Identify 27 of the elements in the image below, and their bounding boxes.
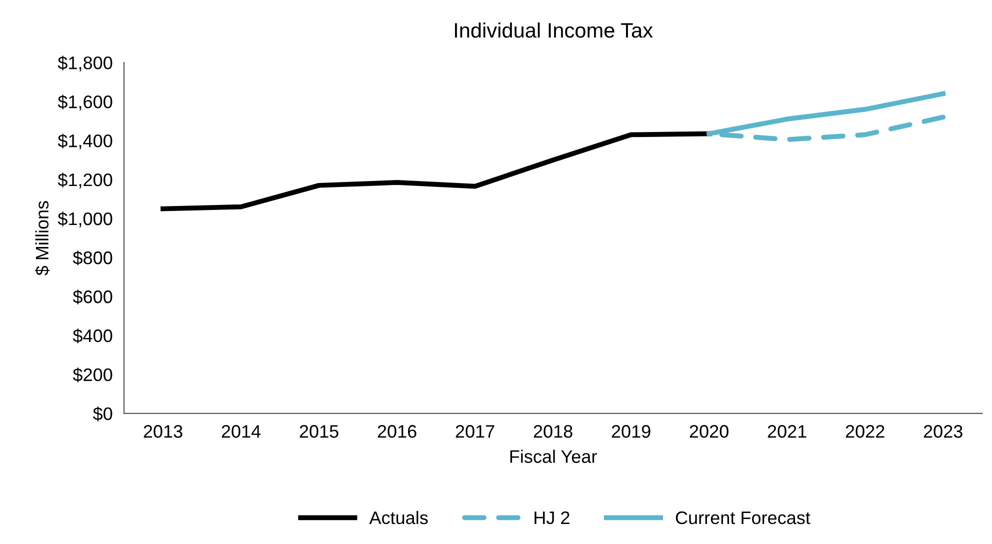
legend-label: HJ 2 — [534, 511, 570, 524]
legend-label: Current Forecast — [676, 511, 810, 524]
x-axis-title: Fiscal Year — [510, 450, 597, 463]
legend-label: Actuals — [369, 510, 428, 524]
x-tick-label: 2016 — [378, 425, 416, 438]
x-tick-label: 2023 — [924, 425, 962, 438]
y-axis-title: $ Millions — [35, 201, 50, 276]
y-tick-label: $1,200 — [58, 172, 112, 188]
y-tick-label: $1,800 — [58, 56, 112, 72]
y-tick-label: $1,600 — [58, 94, 112, 110]
x-tick-label: 2019 — [612, 425, 650, 438]
x-tick-label: 2021 — [768, 425, 806, 438]
y-tick-label: $0 — [93, 406, 112, 422]
y-tick-label: $200 — [72, 368, 112, 382]
x-tick-label: 2013 — [144, 425, 182, 438]
x-tick-label: 2020 — [690, 425, 728, 438]
x-tick-label: 2015 — [300, 425, 338, 438]
y-tick-label: $1,400 — [58, 134, 112, 150]
y-tick-label: $600 — [72, 290, 112, 304]
x-tick-label: 2014 — [222, 425, 261, 438]
y-tick-label: $800 — [72, 250, 112, 266]
y-tick-label: $400 — [72, 328, 112, 344]
x-tick-label: 2022 — [846, 425, 884, 438]
chart-title: Individual Income Tax — [454, 22, 653, 38]
x-tick-label: 2017 — [456, 425, 494, 438]
x-tick-label: 2018 — [534, 425, 572, 438]
y-tick-label: $1,000 — [58, 212, 112, 228]
